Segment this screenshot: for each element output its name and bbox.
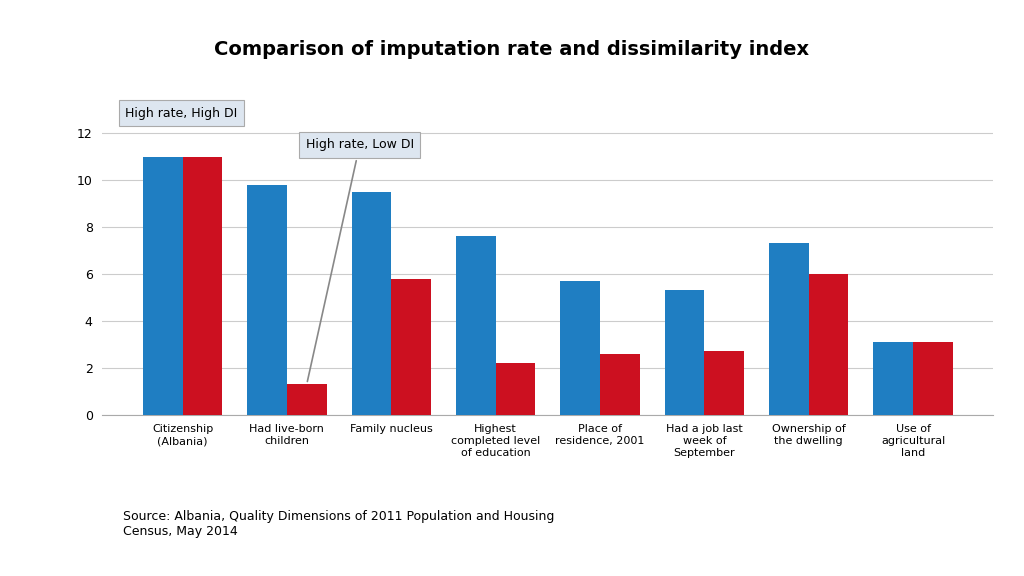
Bar — [873, 342, 913, 415]
Text: High rate, High DI: High rate, High DI — [125, 107, 238, 120]
Bar — [456, 236, 496, 415]
Bar — [351, 192, 391, 415]
Bar — [913, 342, 952, 415]
Bar — [182, 157, 222, 415]
Bar — [247, 185, 287, 415]
Bar — [809, 274, 849, 415]
Bar — [391, 279, 431, 415]
Bar — [143, 157, 182, 415]
Bar — [496, 363, 536, 415]
Bar — [287, 384, 327, 415]
Bar — [769, 244, 809, 415]
Text: Comparison of imputation rate and dissimilarity index: Comparison of imputation rate and dissim… — [214, 40, 810, 59]
Bar — [560, 281, 600, 415]
Bar — [705, 351, 744, 415]
Text: Source: Albania, Quality Dimensions of 2011 Population and Housing
Census, May 2: Source: Albania, Quality Dimensions of 2… — [123, 510, 554, 538]
Bar — [665, 290, 705, 415]
Text: High rate, Low DI: High rate, Low DI — [306, 138, 414, 381]
Bar — [600, 354, 640, 415]
